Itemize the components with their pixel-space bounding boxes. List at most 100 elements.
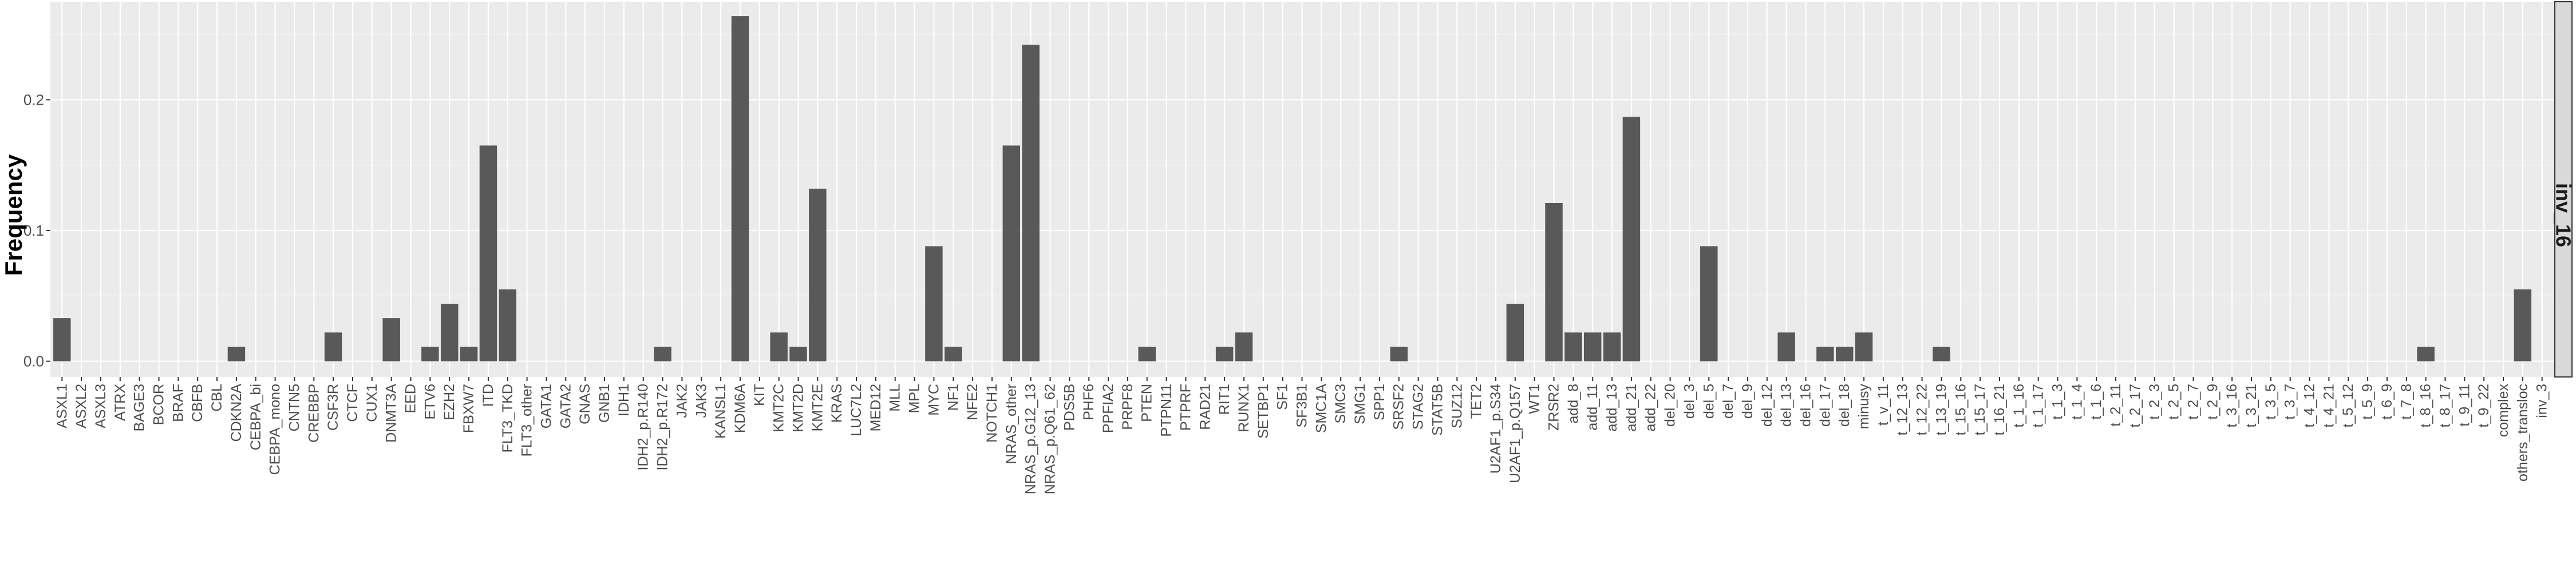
x-tick-label: t_4_21 bbox=[2321, 384, 2337, 427]
x-tick-label: ASXL1 bbox=[54, 384, 70, 428]
x-tick-label: BRAF bbox=[170, 384, 186, 422]
x-tick-label: CTCF bbox=[345, 384, 361, 422]
x-tick-label: KDM6A bbox=[732, 384, 748, 433]
bar-FLT3_TKD bbox=[499, 289, 517, 362]
x-tick-label: KANSL1 bbox=[713, 384, 729, 439]
x-tick-label: t_15_16 bbox=[1953, 384, 1969, 435]
x-tick-label: ETV6 bbox=[422, 384, 438, 420]
bar-del_5 bbox=[1700, 246, 1718, 362]
x-tick-label: SMC1A bbox=[1313, 384, 1329, 433]
x-tick-label: ASXL2 bbox=[73, 384, 89, 428]
x-tick-label: t_9_22 bbox=[2476, 384, 2492, 427]
x-tick-label: FLT3_TKD bbox=[500, 384, 516, 452]
bar-RUNX1 bbox=[1235, 332, 1253, 362]
bar-add_8 bbox=[1564, 332, 1582, 362]
bar-NRAS_p.G12_13 bbox=[1022, 45, 1040, 362]
x-tick-label: t_4_12 bbox=[2302, 384, 2318, 427]
bar-minusy bbox=[1855, 332, 1873, 362]
x-tick-label: MYC bbox=[926, 384, 942, 416]
x-tick-label: FLT3_other bbox=[519, 384, 535, 456]
x-tick-label: t_5_9 bbox=[2360, 384, 2376, 420]
x-tick-label: BAGE3 bbox=[132, 384, 148, 431]
x-tick-label: del_18 bbox=[1836, 384, 1852, 427]
bar-KMT2E bbox=[809, 188, 827, 362]
x-tick-label: MED12 bbox=[868, 384, 884, 431]
x-tick-label: t_2_9 bbox=[2204, 384, 2221, 420]
x-tick-label: LUC7L2 bbox=[848, 384, 864, 436]
x-tick-label: NOTCH1 bbox=[984, 384, 1000, 443]
bar-MYC bbox=[925, 246, 943, 362]
facet-strip-label: inv_16 bbox=[2552, 183, 2575, 247]
x-tick-label: GNAS bbox=[577, 384, 593, 424]
x-tick-label: t_2_11 bbox=[2108, 384, 2124, 427]
bar-KDM6A bbox=[731, 16, 749, 362]
x-tick-label: ATRX bbox=[112, 384, 128, 421]
x-tick-label: NRAS_p.Q61_62 bbox=[1042, 384, 1058, 494]
x-tick-label: del_9 bbox=[1740, 384, 1756, 419]
bar-del_18 bbox=[1835, 347, 1854, 362]
bar-t_13_19 bbox=[1933, 347, 1950, 362]
bar-ETV6 bbox=[421, 347, 439, 362]
x-tick-label: EZH2 bbox=[441, 384, 457, 420]
x-tick-label: RAD21 bbox=[1197, 384, 1213, 430]
x-tick-label: MLL bbox=[887, 384, 903, 412]
x-tick-label: NRAS_other bbox=[1003, 384, 1020, 464]
x-tick-label: U2AF1_p.Q157 bbox=[1507, 384, 1523, 483]
bar-t_8_16 bbox=[2417, 347, 2435, 362]
x-tick-label: JAK3 bbox=[693, 384, 709, 418]
x-tick-label: del_16 bbox=[1798, 384, 1814, 427]
bars bbox=[53, 16, 2532, 362]
x-tick-label: del_20 bbox=[1662, 384, 1678, 427]
bar-EZH2 bbox=[441, 304, 459, 362]
x-tick-label: NF1 bbox=[945, 384, 961, 411]
bar-del_17 bbox=[1816, 347, 1834, 362]
x-tick-label: MPL bbox=[907, 384, 923, 414]
x-tick-label: t_1_16 bbox=[2011, 384, 2027, 427]
x-tick-label: t_2_5 bbox=[2166, 384, 2182, 420]
x-tick-label: TET2 bbox=[1468, 384, 1484, 419]
bar-KMT2D bbox=[789, 347, 807, 362]
x-tick-label: t_3_7 bbox=[2282, 384, 2298, 420]
x-tick-label: SRSF2 bbox=[1391, 384, 1407, 430]
x-tick-label: CBFB bbox=[189, 384, 206, 422]
x-tick-label: add_22 bbox=[1643, 384, 1659, 431]
x-tick-label: SUZ12 bbox=[1449, 384, 1465, 428]
bar-PTEN bbox=[1138, 347, 1156, 362]
y-tick-label: 0.1 bbox=[23, 222, 44, 239]
x-tick-label: minusy bbox=[1856, 384, 1872, 430]
bar-del_13 bbox=[1777, 332, 1795, 362]
grid-lines bbox=[50, 2, 2554, 377]
x-tick-label: NRAS_p.G12_13 bbox=[1023, 384, 1039, 494]
bar-ZRSR2 bbox=[1545, 203, 1563, 362]
x-tick-label: complex bbox=[2495, 384, 2511, 438]
x-tick-label: t_1_17 bbox=[2030, 384, 2046, 427]
x-tick-label: add_8 bbox=[1565, 384, 1581, 424]
bar-U2AF1_p.Q157 bbox=[1506, 304, 1524, 362]
x-tick-label: t_8_17 bbox=[2437, 384, 2453, 427]
x-tick-label: CSF3R bbox=[325, 384, 341, 431]
x-tick-label: KMT2D bbox=[790, 384, 806, 432]
x-tick-label: t_15_17 bbox=[1972, 384, 1988, 435]
x-tick-label: CBL bbox=[209, 384, 225, 412]
bar-SRSF2 bbox=[1390, 347, 1408, 362]
x-tick-label: t_7_8 bbox=[2399, 384, 2415, 420]
x-tick-label: KRAS bbox=[829, 384, 845, 423]
y-tick-label: 0.2 bbox=[23, 91, 44, 108]
y-axis: 0.0 0.1 0.2 bbox=[23, 91, 50, 370]
x-tick-label: t_3_21 bbox=[2243, 384, 2259, 427]
x-tick-label: t_8_16 bbox=[2418, 384, 2434, 427]
x-tick-label: PTPN11 bbox=[1159, 384, 1175, 437]
x-tick-label: t_16_21 bbox=[1992, 384, 2008, 435]
x-tick-label: IDH2_p.R140 bbox=[635, 384, 651, 470]
bar-CDKN2A bbox=[227, 347, 246, 362]
x-tick-label: CUX1 bbox=[364, 384, 380, 422]
x-tick-label: NFE2 bbox=[965, 384, 981, 420]
x-tick-label: U2AF1_p.S34 bbox=[1488, 384, 1504, 474]
x-tick-label: SF1 bbox=[1275, 384, 1291, 410]
x-tick-label: PRPF8 bbox=[1120, 384, 1136, 430]
facet-strip: inv_16 bbox=[2552, 1, 2575, 378]
x-tick-label: IDH2_p.R172 bbox=[655, 384, 671, 470]
x-tick-label: DNMT3A bbox=[384, 384, 400, 443]
x-tick-label: t_1_3 bbox=[2050, 384, 2066, 420]
